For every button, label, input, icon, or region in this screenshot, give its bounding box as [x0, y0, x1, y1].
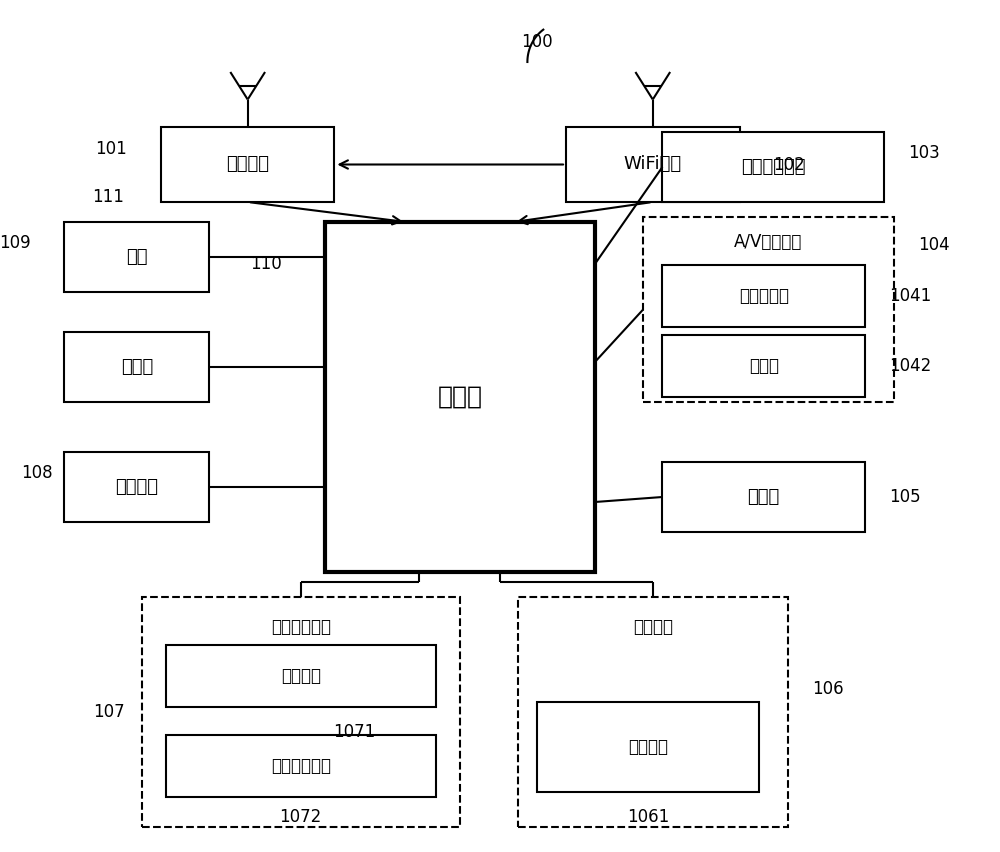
Text: 存储器: 存储器: [121, 358, 153, 376]
Text: 触控面板: 触控面板: [281, 667, 321, 685]
Text: 1042: 1042: [889, 357, 931, 375]
Bar: [662, 132, 884, 202]
Text: 103: 103: [908, 144, 940, 162]
Text: 105: 105: [889, 488, 921, 506]
Text: 显示面板: 显示面板: [628, 738, 668, 756]
Text: 图形处理器: 图形处理器: [739, 287, 789, 305]
Text: 1072: 1072: [280, 808, 322, 826]
Bar: [662, 265, 865, 327]
Bar: [662, 335, 865, 397]
Bar: [662, 462, 865, 532]
Text: 101: 101: [95, 141, 127, 158]
Text: A/V输入单元: A/V输入单元: [734, 233, 803, 251]
Bar: [64, 332, 209, 402]
Text: 音频输出单元: 音频输出单元: [741, 158, 806, 176]
Bar: [161, 127, 334, 202]
Text: 110: 110: [250, 255, 281, 273]
Bar: [166, 645, 436, 707]
Bar: [325, 222, 595, 572]
Text: 108: 108: [21, 464, 53, 482]
Text: 1061: 1061: [627, 808, 669, 826]
Bar: [643, 217, 894, 402]
Bar: [566, 127, 740, 202]
Text: 用户输入单元: 用户输入单元: [271, 618, 331, 636]
Text: WiFi模块: WiFi模块: [624, 156, 682, 174]
Text: 显示单元: 显示单元: [633, 618, 673, 636]
Text: 109: 109: [0, 234, 31, 252]
Bar: [64, 222, 209, 292]
Bar: [142, 597, 460, 827]
Text: 107: 107: [93, 703, 125, 721]
Text: 111: 111: [92, 188, 124, 206]
Bar: [518, 597, 788, 827]
Bar: [166, 735, 436, 797]
Text: 麦克风: 麦克风: [749, 357, 779, 375]
Text: 1041: 1041: [889, 287, 931, 305]
Text: 传感器: 传感器: [748, 488, 780, 506]
Text: 其他输入设备: 其他输入设备: [271, 757, 331, 775]
Text: 104: 104: [918, 236, 950, 254]
Text: 接口单元: 接口单元: [115, 478, 158, 496]
Text: 106: 106: [812, 680, 844, 698]
Bar: [64, 452, 209, 522]
Text: 处理器: 处理器: [437, 385, 482, 409]
Text: 100: 100: [521, 33, 553, 51]
Text: 射频单元: 射频单元: [226, 156, 269, 174]
Text: 102: 102: [773, 156, 805, 174]
Bar: [537, 702, 759, 792]
Text: 电源: 电源: [126, 248, 148, 266]
Text: 1071: 1071: [334, 723, 376, 741]
